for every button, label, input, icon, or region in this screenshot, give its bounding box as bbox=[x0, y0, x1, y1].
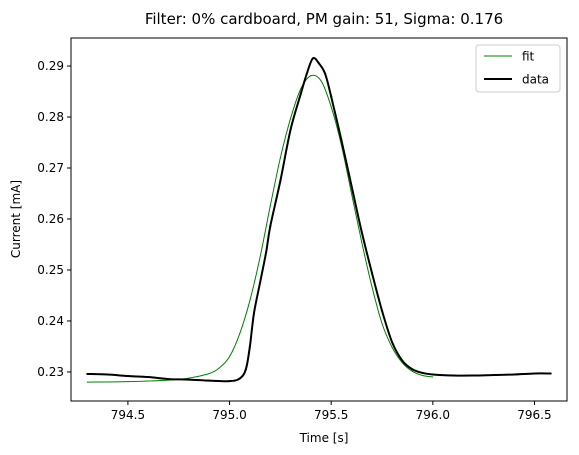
series-data-point bbox=[305, 72, 308, 75]
y-tick-label: 0.26 bbox=[37, 212, 64, 226]
series-data-point bbox=[248, 345, 251, 348]
x-tick-label: 795.0 bbox=[212, 408, 246, 422]
series-data-point bbox=[452, 374, 455, 377]
series-fit-point bbox=[422, 375, 424, 377]
x-tick-label: 796.0 bbox=[416, 408, 450, 422]
series-fit-point bbox=[330, 106, 332, 108]
series-data-point bbox=[311, 57, 314, 60]
series-fit-point bbox=[279, 157, 281, 159]
y-tick-label: 0.28 bbox=[37, 110, 64, 124]
series-fit-point bbox=[269, 205, 271, 207]
series-data-point bbox=[340, 138, 343, 141]
series-data-point bbox=[279, 179, 282, 182]
series-data-point bbox=[411, 368, 414, 371]
legend: fit data bbox=[475, 44, 561, 93]
y-tick-label: 0.23 bbox=[37, 365, 64, 379]
plot-area bbox=[86, 57, 552, 383]
series-fit-point bbox=[320, 80, 322, 82]
y-tick-label: 0.27 bbox=[37, 161, 64, 175]
series-data-point bbox=[431, 373, 434, 376]
legend-data-label: data bbox=[522, 73, 549, 87]
series-data-point bbox=[299, 93, 302, 96]
series-data-point bbox=[492, 373, 495, 376]
series-fit-point bbox=[86, 381, 88, 383]
series-data-point bbox=[533, 372, 536, 375]
legend-fit-label: fit bbox=[522, 50, 535, 64]
series-data-point bbox=[421, 371, 424, 374]
series-data-point bbox=[187, 378, 190, 381]
series-fit-point bbox=[381, 323, 383, 325]
series-data-point bbox=[549, 372, 552, 375]
series-data-point bbox=[360, 230, 363, 233]
series-data-point bbox=[259, 281, 262, 284]
x-axis-ticks: 794.5 795.0 795.5 796.0 796.5 bbox=[111, 401, 552, 422]
series-data-point bbox=[381, 309, 384, 312]
series-fit-point bbox=[208, 372, 210, 374]
series-data-point bbox=[513, 373, 516, 376]
y-tick-label: 0.24 bbox=[37, 314, 64, 328]
series-fit-point bbox=[229, 356, 231, 358]
chart-title: Filter: 0% cardboard, PM gain: 51, Sigma… bbox=[145, 10, 503, 28]
x-tick-label: 795.5 bbox=[314, 408, 348, 422]
series-fit-point bbox=[218, 367, 220, 369]
series-fit-point bbox=[249, 300, 251, 302]
series-fit-point bbox=[361, 241, 363, 243]
series-data-point bbox=[238, 377, 241, 380]
series-fit-point bbox=[310, 75, 312, 77]
series-data-point bbox=[126, 375, 129, 378]
series-fit-point bbox=[188, 377, 190, 379]
series-fit-point bbox=[432, 376, 434, 378]
series-data-point bbox=[208, 379, 211, 382]
series-data-point bbox=[472, 374, 475, 377]
series-fit-point bbox=[127, 381, 129, 383]
series-data-point bbox=[350, 184, 353, 187]
x-tick-label: 796.5 bbox=[517, 408, 551, 422]
series-fit-point bbox=[290, 118, 292, 120]
x-tick-label: 794.5 bbox=[111, 408, 145, 422]
series-fit-point bbox=[391, 346, 393, 348]
series-data-point bbox=[370, 271, 373, 274]
series-data-point bbox=[391, 341, 394, 344]
series-data-point bbox=[147, 376, 150, 379]
series-data-point bbox=[86, 372, 89, 375]
y-axis-label: Current [mA] bbox=[9, 180, 23, 258]
series-fit-point bbox=[371, 285, 373, 287]
series-data-point bbox=[324, 72, 327, 75]
series-data-point bbox=[252, 312, 255, 315]
y-tick-label: 0.25 bbox=[37, 263, 64, 277]
series-data-point bbox=[244, 368, 247, 371]
axes-frame bbox=[70, 37, 568, 402]
series-data-point bbox=[106, 373, 109, 376]
legend-box bbox=[475, 44, 561, 93]
series-fit-point bbox=[412, 370, 414, 372]
series-data-point bbox=[265, 251, 268, 254]
series-data-point bbox=[289, 128, 292, 131]
series-fit-point bbox=[259, 256, 261, 258]
series-data-point bbox=[228, 380, 231, 383]
y-axis-ticks: 0.23 0.24 0.25 0.26 0.27 0.28 0.29 bbox=[37, 59, 71, 379]
series-fit-point bbox=[351, 192, 353, 194]
y-tick-label: 0.29 bbox=[37, 59, 64, 73]
series-data-point bbox=[269, 225, 272, 228]
series-data-point bbox=[330, 95, 333, 98]
series-fit-point bbox=[239, 333, 241, 335]
series-data-point bbox=[167, 378, 170, 381]
series-data-point bbox=[401, 359, 404, 362]
x-axis-label: Time [s] bbox=[299, 431, 349, 445]
series-fit-point bbox=[300, 88, 302, 90]
series-data-point bbox=[318, 62, 320, 65]
